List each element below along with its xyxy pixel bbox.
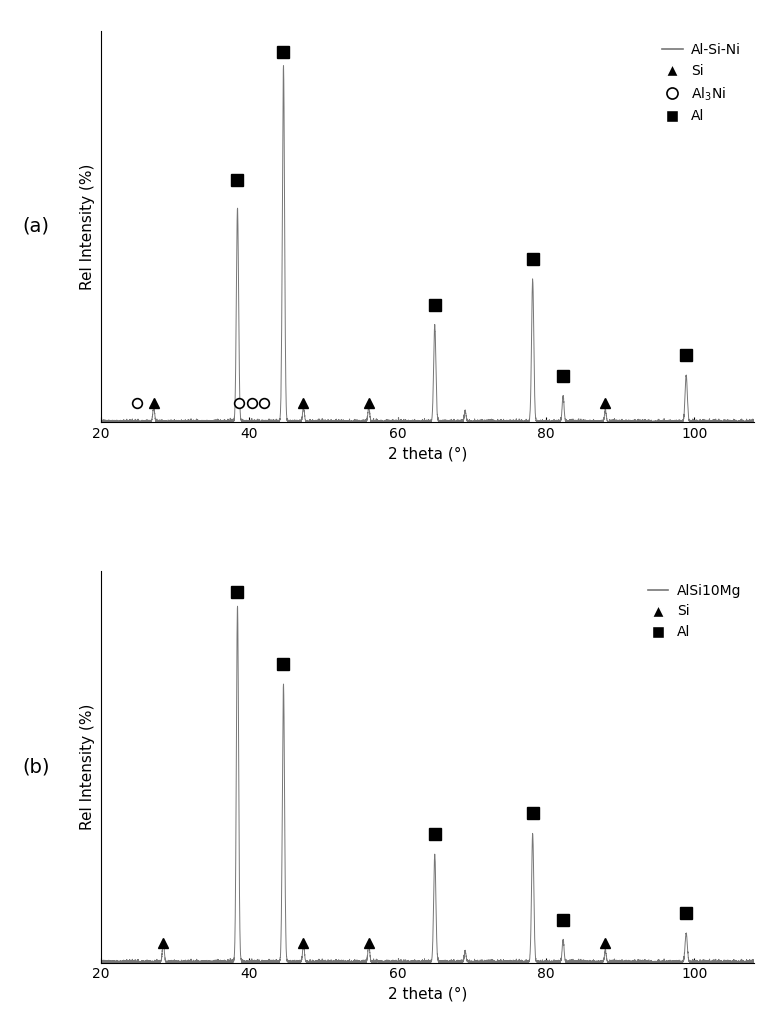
Text: (b): (b): [22, 758, 50, 776]
Text: (a): (a): [23, 217, 49, 236]
X-axis label: 2 theta (°): 2 theta (°): [388, 987, 467, 1001]
X-axis label: 2 theta (°): 2 theta (°): [388, 446, 467, 462]
Y-axis label: Rel Intensity (%): Rel Intensity (%): [81, 703, 96, 830]
Legend: Al-Si-Ni, Si, Al$_3$Ni, Al: Al-Si-Ni, Si, Al$_3$Ni, Al: [657, 38, 747, 129]
Y-axis label: Rel Intensity (%): Rel Intensity (%): [81, 163, 96, 290]
Legend: AlSi10Mg, Si, Al: AlSi10Mg, Si, Al: [642, 578, 747, 645]
